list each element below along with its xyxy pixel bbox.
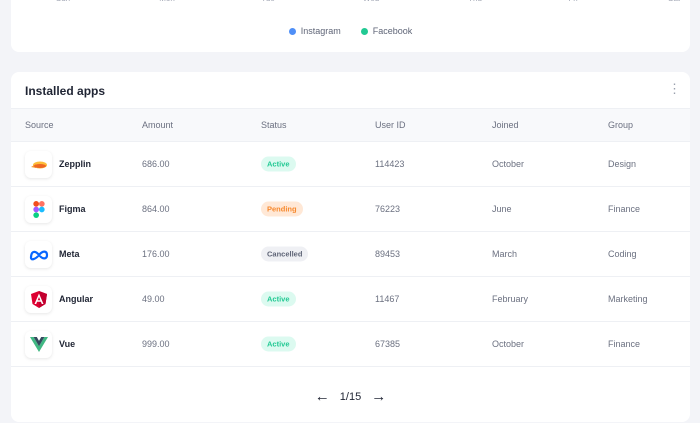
pagination: ← 1/15 → xyxy=(11,388,690,405)
legend-instagram[interactable]: Instagram xyxy=(288,26,341,36)
joined: October xyxy=(492,159,525,169)
user-id: 67385 xyxy=(375,339,401,349)
page-indicator: 1/15 xyxy=(339,390,362,403)
amount: 176.00 xyxy=(142,249,170,259)
column-header[interactable]: User ID xyxy=(375,120,406,130)
source-name: Vue xyxy=(59,339,76,349)
instagram-dot-icon xyxy=(288,27,296,35)
column-header[interactable]: Source xyxy=(25,120,54,130)
table-row[interactable]: Meta 176.00 Cancelled 89453 March Coding xyxy=(11,232,690,277)
joined: March xyxy=(492,249,518,259)
arrow-right-icon[interactable]: → xyxy=(371,388,387,405)
facebook-dot-icon xyxy=(360,27,368,35)
meta-logo-icon xyxy=(25,241,52,268)
joined: February xyxy=(492,294,529,304)
column-header[interactable]: Joined xyxy=(492,120,519,130)
group: Design xyxy=(608,159,637,169)
column-header[interactable]: Status xyxy=(261,120,287,130)
table-header: Source Amount Status User ID Joined Group xyxy=(11,108,690,142)
status-badge: Active xyxy=(261,336,296,352)
legend-label: Facebook xyxy=(372,26,413,36)
amount: 49.00 xyxy=(142,294,165,304)
x-tick-label: Sun xyxy=(56,0,70,3)
card-title: Installed apps xyxy=(25,84,106,98)
x-tick-label: Tue xyxy=(261,0,275,3)
column-header[interactable]: Group xyxy=(608,120,634,130)
status-badge: Active xyxy=(261,291,296,307)
user-id: 114423 xyxy=(375,159,405,169)
joined: June xyxy=(492,204,512,214)
amount: 999.00 xyxy=(142,339,170,349)
arrow-left-icon[interactable]: ← xyxy=(314,388,330,405)
table-row[interactable]: Angular 49.00 Active 11467 February Mark… xyxy=(11,277,690,322)
vertical-dots-icon[interactable]: ⋮ xyxy=(668,81,681,96)
x-tick-label: Mon xyxy=(159,0,175,3)
group: Coding xyxy=(608,249,637,259)
status-badge: Cancelled xyxy=(261,246,309,262)
table-row[interactable]: Vue 999.00 Active 67385 October Finance xyxy=(11,322,690,367)
x-tick-label: Wed xyxy=(363,0,379,3)
group: Finance xyxy=(608,204,641,214)
group: Finance xyxy=(608,339,641,349)
table-row[interactable]: Zepplin 686.00 Active 114423 October Des… xyxy=(11,142,690,187)
zeplin-logo-icon xyxy=(25,151,52,178)
status-badge: Pending xyxy=(261,201,303,217)
legend-facebook[interactable]: Facebook xyxy=(360,26,413,36)
status-badge: Active xyxy=(261,156,296,172)
source-name: Meta xyxy=(59,249,80,259)
source-name: Figma xyxy=(59,204,86,214)
x-tick-label: Sat xyxy=(668,0,680,3)
amount: 864.00 xyxy=(142,204,170,214)
chart-legend: Instagram Facebook xyxy=(11,26,690,36)
user-id: 89453 xyxy=(375,249,401,259)
chart-card: Sun Mon Tue Wed Thu Fri Sat Instagram Facebook xyxy=(11,0,690,52)
amount: 686.00 xyxy=(142,159,170,169)
x-tick-label: Fri xyxy=(568,0,577,3)
source-name: Angular xyxy=(59,294,94,304)
user-id: 11467 xyxy=(375,294,400,304)
joined: October xyxy=(492,339,525,349)
installed-apps-card: Installed apps ⋮ Source Amount Status User … xyxy=(11,72,690,422)
table-row[interactable]: Figma 864.00 Pending 76223 June Finance xyxy=(11,187,690,232)
column-header[interactable]: Amount xyxy=(142,120,174,130)
x-tick-label: Thu xyxy=(468,0,482,3)
figma-logo-icon xyxy=(25,196,52,223)
legend-label: Instagram xyxy=(300,26,341,36)
vue-logo-icon xyxy=(25,331,52,358)
group: Marketing xyxy=(608,294,648,304)
user-id: 76223 xyxy=(375,204,401,214)
angular-logo-icon xyxy=(25,286,52,313)
source-name: Zepplin xyxy=(59,159,91,169)
